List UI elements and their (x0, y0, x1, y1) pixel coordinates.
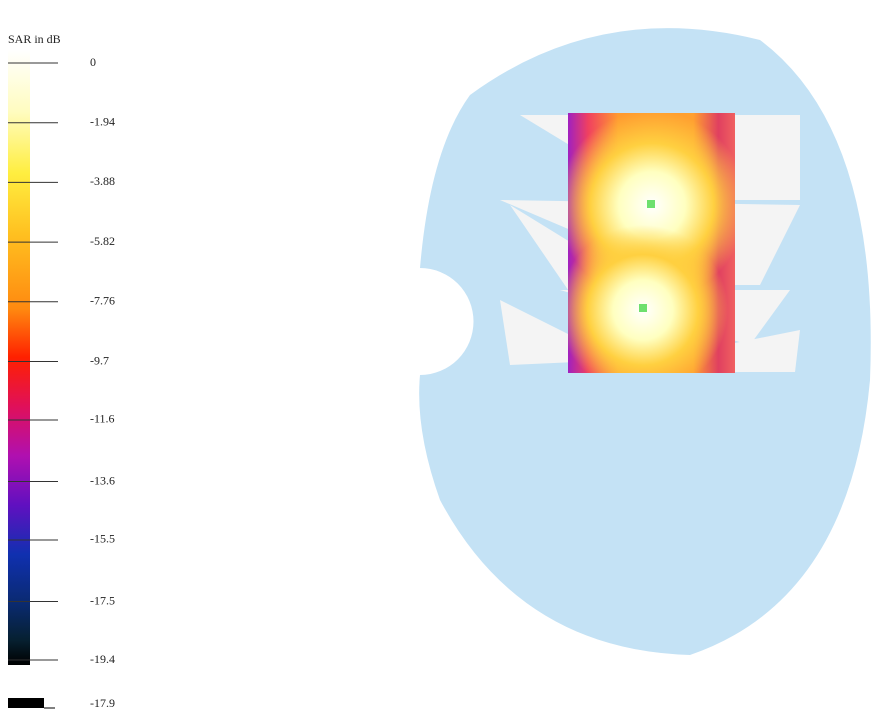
colorbar-title: SAR in dB (8, 32, 61, 46)
extra-label: -17.9 (90, 696, 115, 710)
extra-swatch (8, 698, 44, 708)
feed-point (647, 200, 655, 208)
tick-label: -3.88 (90, 174, 115, 188)
sar-hotspot (568, 113, 735, 373)
tick-label: 0 (90, 55, 96, 69)
tick-label: -13.6 (90, 473, 115, 487)
tick-label: -1.94 (90, 114, 115, 128)
feed-point (639, 304, 647, 312)
colorbar-gradient (8, 50, 30, 665)
tick-label: -17.5 (90, 593, 115, 607)
sar-plot (419, 28, 871, 656)
tick-label: -5.82 (90, 234, 115, 248)
tick-label: -7.76 (90, 294, 115, 308)
tick-label: -15.5 (90, 532, 115, 546)
tick-label: -9.7 (90, 353, 109, 367)
colorbar: SAR in dB -17.9 (8, 32, 115, 710)
tick-label: -11.6 (90, 412, 115, 426)
tick-label: -19.4 (90, 652, 115, 666)
